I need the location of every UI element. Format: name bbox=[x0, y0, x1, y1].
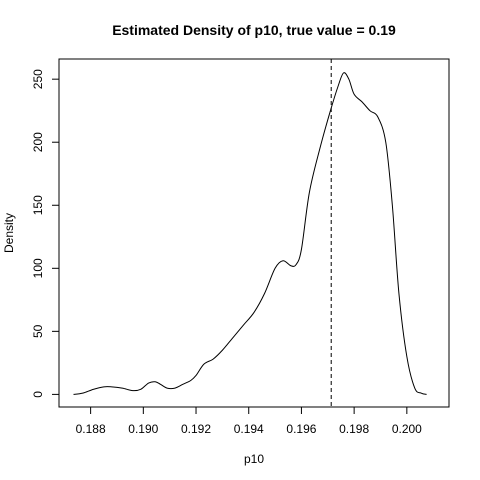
x-tick-label: 0.196 bbox=[286, 422, 316, 436]
density-curve bbox=[73, 72, 427, 395]
y-tick-label: 50 bbox=[31, 324, 45, 338]
x-tick-label: 0.188 bbox=[76, 422, 106, 436]
x-axis: 0.188 0.190 0.192 0.194 0.196 0.198 0.200 bbox=[76, 406, 422, 436]
y-axis-label: Density bbox=[2, 213, 16, 253]
y-tick-label: 0 bbox=[31, 391, 45, 398]
plot-frame bbox=[58, 58, 450, 408]
y-tick-label: 200 bbox=[31, 132, 45, 152]
y-tick-label: 250 bbox=[31, 69, 45, 89]
y-tick-label: 150 bbox=[31, 195, 45, 215]
y-axis: 0 50 100 150 200 250 bbox=[31, 69, 60, 398]
x-axis-label: p10 bbox=[244, 452, 264, 466]
x-tick-label: 0.198 bbox=[339, 422, 369, 436]
y-tick-label: 100 bbox=[31, 258, 45, 278]
x-tick-label: 0.200 bbox=[392, 422, 422, 436]
x-tick-label: 0.194 bbox=[234, 422, 264, 436]
chart-title: Estimated Density of p10, true value = 0… bbox=[112, 22, 396, 38]
x-tick-label: 0.192 bbox=[181, 422, 211, 436]
x-tick-label: 0.190 bbox=[128, 422, 158, 436]
